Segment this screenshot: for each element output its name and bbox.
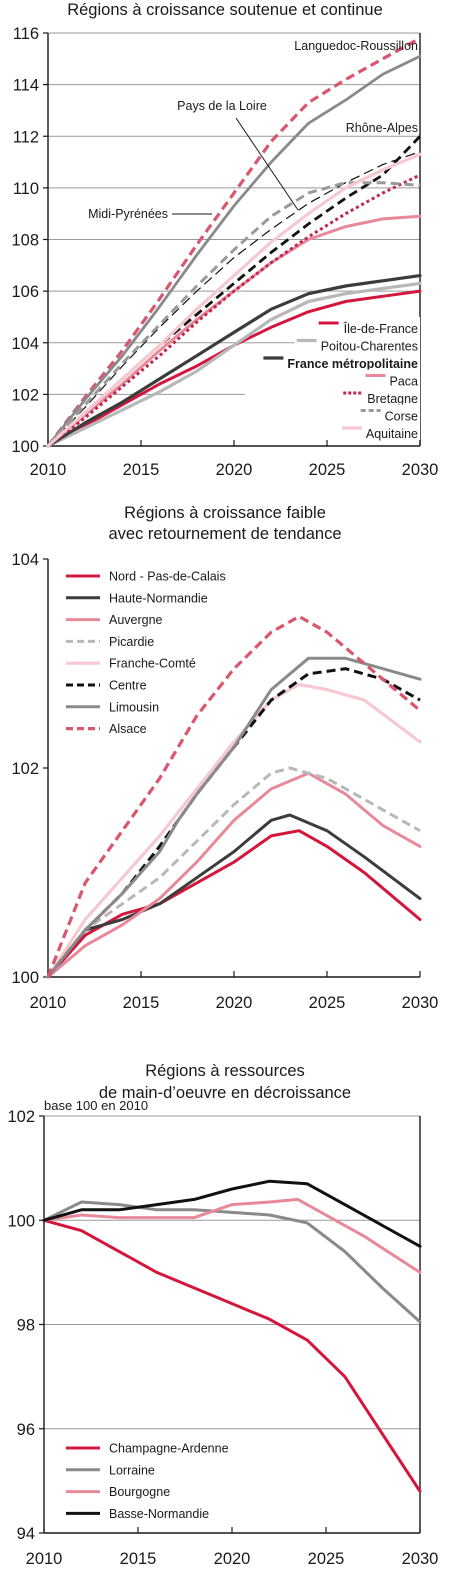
y-tick-label: 104 (11, 551, 39, 569)
x-tick-label: 2010 (30, 994, 67, 1012)
series-line-bretagne (47, 173, 421, 448)
legend-label: Poitou-Charentes (321, 340, 418, 354)
x-tick-label: 2030 (402, 994, 439, 1012)
x-tick-label: 2010 (30, 461, 67, 479)
legend-label: Bourgogne (109, 1485, 170, 1499)
x-tick-label: 2025 (309, 461, 346, 479)
legend-label: Auvergne (109, 613, 163, 627)
x-tick-label: 2020 (216, 994, 253, 1012)
series-line-france-m-tropolitaine (46, 274, 422, 448)
legend-label: Haute-Normandie (109, 591, 208, 605)
legend-label: Paca (390, 375, 419, 389)
x-tick-label: 2015 (123, 461, 160, 479)
series-line-lorraine (42, 1200, 422, 1324)
y-tick-label: 106 (11, 283, 39, 301)
annotation-leader (235, 117, 299, 211)
legend-label: Champagne-Ardenne (109, 1442, 229, 1456)
y-tick-label: 114 (13, 77, 39, 95)
series-line-bourgogne (42, 1197, 422, 1274)
y-tick-label: 104 (11, 335, 39, 353)
x-tick-label: 2020 (216, 461, 253, 479)
chart-title-line2: avec retournement de tendance (109, 525, 342, 543)
chart-3: Régions à ressources de main-d’oeuvre en … (7, 1062, 438, 1568)
y-tick-label: 112 (13, 128, 39, 146)
y-tick-label: 94 (17, 1525, 35, 1543)
legend-label: Nord - Pas-de-Calais (109, 570, 226, 584)
x-tick-label: 2010 (26, 1550, 63, 1568)
series-line-centre (46, 667, 421, 978)
x-tick-label: 2020 (214, 1550, 251, 1568)
series-annotation: Rhône-Alpes (346, 121, 418, 135)
series-line-basse-normandie (42, 1179, 422, 1248)
chart-title: Régions à ressources (145, 1062, 305, 1080)
series-line-alsace (46, 614, 422, 978)
y-tick-label: 108 (11, 232, 39, 250)
series-line-franche-comt- (46, 682, 422, 979)
legend-label: Aquitaine (366, 427, 418, 441)
y-tick-label: 100 (11, 969, 39, 987)
y-tick-label: 102 (11, 386, 39, 404)
y-tick-label: 100 (11, 438, 39, 456)
legend-bg (261, 352, 420, 370)
chart-note: base 100 en 2010 (44, 1098, 148, 1113)
x-tick-label: 2025 (308, 1550, 345, 1568)
annotation-bg (86, 206, 170, 222)
legend-label: Centre (109, 679, 147, 693)
legend-label: Basse-Normandie (109, 1507, 209, 1521)
series-line-limousin (46, 656, 422, 979)
series-line-haute-normandie (46, 813, 422, 979)
series-line-champagne-ardenne (42, 1218, 422, 1493)
series-line-languedoc-roussillon (46, 36, 421, 447)
series-line-picardie (46, 766, 421, 978)
legend-bg (294, 334, 420, 353)
y-tick-label: 116 (13, 25, 39, 43)
series-line-pays-de-la-loire (46, 54, 422, 448)
legend-label: Franche-Comté (109, 657, 196, 671)
y-tick-label: 110 (13, 180, 39, 198)
series-line-auvergne (46, 771, 422, 979)
legend-label: France métropolitaine (287, 357, 418, 371)
chart-2: Régions à croissance faible avec retourne… (11, 504, 438, 1012)
legend-label: Île-de-France (343, 321, 418, 336)
series-line-midi-pyr-n-es (47, 151, 421, 447)
y-tick-label: 102 (7, 1108, 35, 1126)
chart-1: Régions à croissance soutenue et continu… (11, 1, 438, 479)
legend-label: Lorraine (109, 1463, 155, 1477)
x-tick-label: 2030 (402, 1550, 439, 1568)
series-annotation: Midi-Pyrénées (88, 207, 168, 221)
chart-title: Régions à croissance faible (124, 504, 326, 522)
chart-title-line2: de main-d’oeuvre en décroissance (99, 1084, 351, 1102)
series-line-aquitaine (46, 152, 422, 448)
legend-label: Bretagne (367, 392, 418, 406)
x-tick-label: 2015 (120, 1550, 157, 1568)
y-tick-label: 98 (17, 1317, 35, 1335)
legend-bg (316, 317, 420, 335)
legend-bg (358, 404, 420, 423)
series-annotation: Pays de la Loire (177, 99, 267, 113)
chart-title: Régions à croissance soutenue et continu… (67, 1, 383, 19)
x-tick-label: 2030 (402, 461, 439, 479)
series-line-poitou-charentes (46, 281, 422, 448)
series-line-corse (46, 181, 421, 448)
y-tick-label: 96 (17, 1421, 35, 1439)
legend-label: Corse (385, 410, 418, 424)
y-tick-label: 102 (11, 760, 39, 778)
legend-label: Alsace (109, 722, 147, 736)
legend-label: Limousin (109, 700, 159, 714)
x-tick-label: 2025 (309, 994, 346, 1012)
x-tick-label: 2015 (123, 994, 160, 1012)
series-annotation: Languedoc-Roussillon (294, 39, 418, 53)
legend-label: Picardie (109, 635, 154, 649)
series-line-nord-pas-de-calais (46, 829, 422, 979)
y-tick-label: 100 (7, 1212, 35, 1230)
